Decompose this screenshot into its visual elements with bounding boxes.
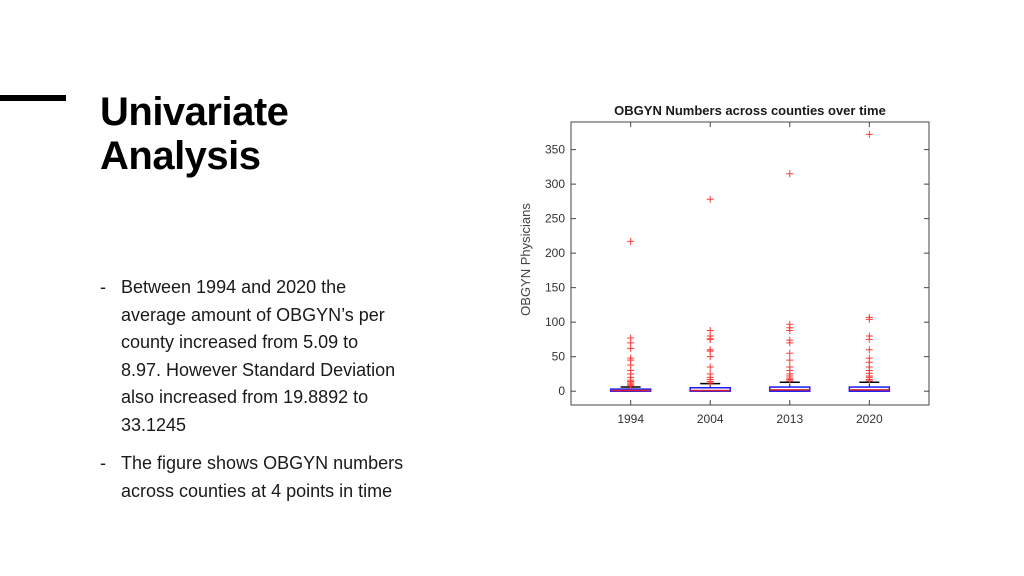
y-tick-label: 150 [545, 281, 565, 295]
outliers-group [627, 130, 873, 390]
chart-title: OBGYN Numbers across counties over time [614, 103, 886, 118]
title-line: Univariate [100, 90, 289, 134]
y-axis-label: OBGYN Physicians [518, 203, 533, 316]
outlier-point [865, 130, 873, 138]
y-tick-label: 100 [545, 315, 565, 329]
bullet-dash: - [100, 453, 106, 473]
outlier-point [706, 353, 714, 361]
bullet-line: also increased from 19.8892 to [121, 387, 369, 407]
outlier-point [865, 346, 873, 354]
bullet-line: Between 1994 and 2020 the [121, 277, 347, 297]
y-tick-label: 0 [558, 384, 565, 398]
bullet-line: The figure shows OBGYN numbers [121, 453, 404, 473]
outlier-point [786, 349, 794, 357]
y-tick-label: 300 [545, 177, 565, 191]
boxes-group [609, 381, 891, 392]
boxplot-chart: OBGYN Numbers across counties over time … [510, 96, 950, 436]
accent-bar [0, 95, 66, 101]
outlier-point [865, 377, 873, 385]
bullet-list: - Between 1994 and 2020 the average amou… [100, 274, 450, 516]
bullet-line: across counties at 4 points in time [121, 480, 393, 501]
outlier-point [706, 363, 714, 371]
x-tick-label: 2020 [856, 412, 883, 426]
ticks-group: 0 50 100 150 200 250 300 350 1994 2004 2013 2020 [545, 122, 929, 426]
bullet-dash: - [100, 277, 106, 297]
bullet-item: - Between 1994 and 2020 the average amou… [100, 274, 450, 439]
outlier-point [865, 315, 873, 323]
outlier-point [786, 356, 794, 364]
outlier-point [627, 237, 635, 245]
bullet-line: average amount of OBGYN’s per [121, 304, 385, 325]
title-line: Analysis [100, 134, 261, 178]
outlier-point [627, 382, 635, 390]
outlier-point [786, 377, 794, 385]
outlier-point [786, 170, 794, 178]
boxplot-svg: OBGYN Numbers across counties over time … [518, 103, 930, 426]
y-tick-label: 200 [545, 246, 565, 260]
slide-title: Univariate Analysis [100, 90, 440, 178]
outlier-point [706, 195, 714, 203]
bullet-item: - The figure shows OBGYN numbers across … [100, 450, 450, 505]
outlier-point [627, 344, 635, 352]
plot-area [570, 121, 930, 406]
x-tick-label: 2004 [697, 412, 724, 426]
outlier-point [786, 326, 794, 334]
outlier-point [786, 339, 794, 347]
outlier-point [706, 335, 714, 343]
y-tick-label: 50 [552, 350, 566, 364]
y-tick-label: 250 [545, 212, 565, 226]
outlier-point [865, 335, 873, 343]
bullet-line: 33.1245 [121, 414, 187, 435]
bullet-line: 8.97. However Standard Deviation [121, 359, 396, 380]
bullet-line: county increased from 5.09 to [121, 332, 359, 352]
x-tick-label: 1994 [617, 412, 644, 426]
outlier-point [706, 379, 714, 387]
y-tick-label: 350 [545, 143, 565, 157]
x-tick-label: 2013 [776, 412, 803, 426]
